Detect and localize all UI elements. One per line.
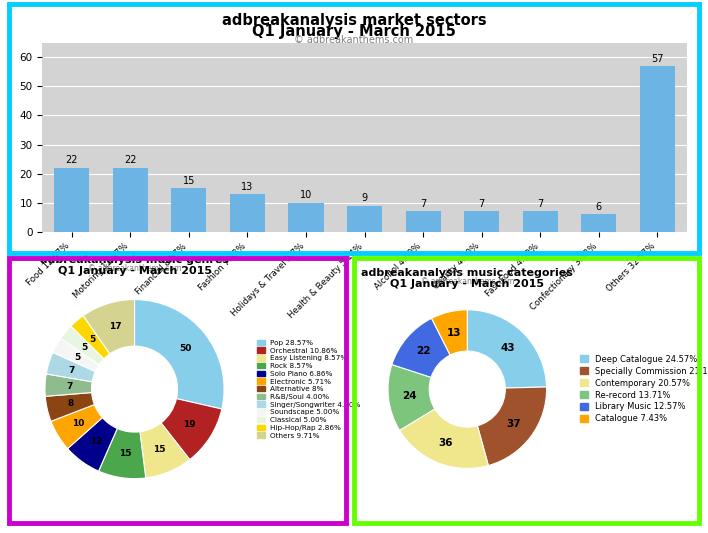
Text: © adbreakanthems.com: © adbreakanthems.com	[88, 264, 181, 273]
Text: 43: 43	[501, 343, 515, 353]
Wedge shape	[432, 310, 467, 355]
Title: adbreakanalysis music categories
Q1 January - March 2015: adbreakanalysis music categories Q1 Janu…	[361, 268, 573, 289]
Text: adbreakanalysis market sectors: adbreakanalysis market sectors	[222, 13, 486, 28]
Text: 6: 6	[596, 202, 602, 212]
Text: 10: 10	[300, 190, 312, 200]
Wedge shape	[45, 374, 92, 397]
Text: 22: 22	[66, 156, 78, 165]
Text: 24: 24	[402, 391, 417, 401]
Wedge shape	[140, 423, 190, 478]
Wedge shape	[161, 399, 222, 459]
Text: 15: 15	[119, 449, 132, 458]
Bar	[406, 212, 441, 232]
Wedge shape	[467, 310, 547, 388]
Wedge shape	[68, 418, 118, 471]
Text: 7: 7	[66, 382, 72, 391]
Title: adbreakanalysis music genres
Q1 January - March 2015: adbreakanalysis music genres Q1 January …	[40, 255, 229, 277]
Text: © adbreakanthems.com: © adbreakanthems.com	[295, 35, 413, 45]
Bar	[288, 203, 324, 232]
Text: 57: 57	[651, 54, 663, 63]
Text: © adbreakanthems.com: © adbreakanthems.com	[421, 277, 514, 286]
Wedge shape	[71, 316, 110, 359]
Wedge shape	[45, 393, 94, 421]
Text: 7: 7	[479, 199, 485, 209]
Wedge shape	[53, 338, 99, 372]
Bar	[113, 168, 148, 232]
Text: 9: 9	[362, 193, 367, 203]
Wedge shape	[84, 300, 135, 354]
Legend: Deep Catalogue 24.57%, Specially Commission 21.14%, Contemporary 20.57%, Re-reco: Deep Catalogue 24.57%, Specially Commiss…	[576, 351, 708, 427]
Text: 17: 17	[108, 322, 121, 331]
Wedge shape	[51, 405, 103, 449]
Bar	[640, 66, 675, 232]
Text: 15: 15	[154, 445, 166, 454]
Wedge shape	[392, 318, 450, 377]
Bar	[171, 188, 207, 232]
Text: 7: 7	[69, 366, 75, 375]
Text: 5: 5	[74, 353, 81, 361]
Wedge shape	[61, 326, 104, 365]
Wedge shape	[399, 409, 489, 469]
Text: 5: 5	[81, 343, 87, 352]
Text: 10: 10	[72, 418, 85, 427]
Text: 22: 22	[124, 156, 137, 165]
Text: 15: 15	[183, 176, 195, 186]
Bar	[347, 206, 382, 232]
Text: 7: 7	[537, 199, 544, 209]
Bar	[581, 214, 617, 232]
Wedge shape	[135, 300, 224, 409]
Wedge shape	[98, 429, 146, 479]
Text: 7: 7	[420, 199, 426, 209]
Text: 19: 19	[183, 419, 196, 429]
Text: 5: 5	[89, 335, 96, 344]
Wedge shape	[477, 387, 547, 465]
Text: 36: 36	[439, 438, 453, 448]
Bar	[230, 194, 265, 232]
Text: 13: 13	[447, 328, 461, 338]
Text: 50: 50	[179, 344, 192, 353]
Bar	[464, 212, 499, 232]
Legend: Pop 28.57%, Orchestral 10.86%, Easy Listening 8.57%, Rock 8.57%, Solo Piano 6.86: Pop 28.57%, Orchestral 10.86%, Easy List…	[255, 337, 364, 441]
Wedge shape	[46, 352, 96, 382]
Bar	[55, 168, 89, 232]
Text: Q1 January - March 2015: Q1 January - March 2015	[252, 24, 456, 39]
Text: 37: 37	[506, 418, 521, 429]
Text: 12: 12	[90, 438, 103, 447]
Text: 22: 22	[416, 346, 430, 357]
Wedge shape	[388, 365, 435, 430]
Text: 13: 13	[241, 182, 253, 192]
Text: 8: 8	[68, 399, 74, 408]
Bar	[523, 212, 558, 232]
